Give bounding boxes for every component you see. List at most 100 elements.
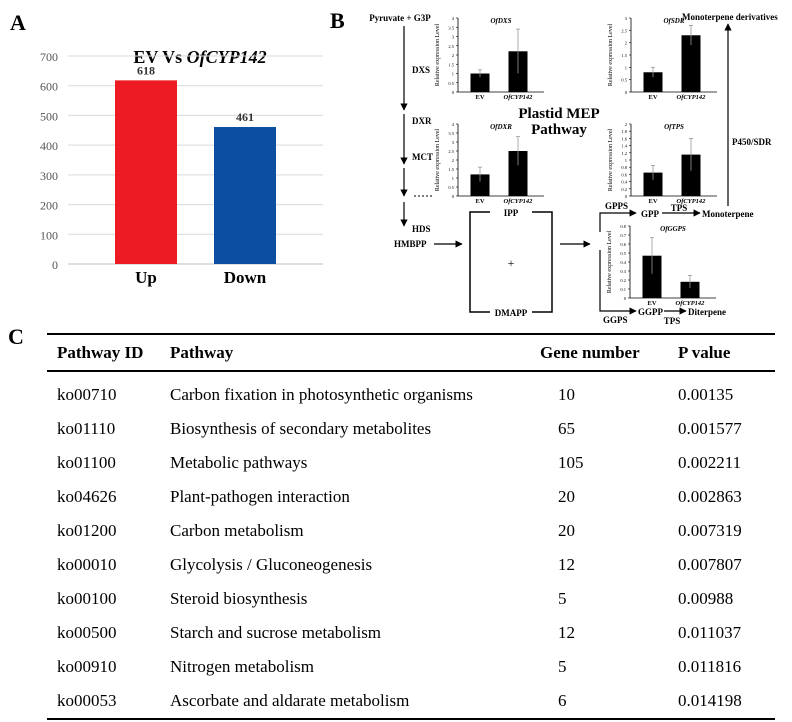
y-tick-label: 3.5	[448, 131, 454, 136]
gene-title: OfSDR	[663, 17, 684, 25]
gene-title: OfTPS	[664, 123, 684, 131]
mini-chart-ofggps: 0 0.1 0.2 0.3 0.4 0.5 0.6 0.7 0.8 Relative expres…	[607, 224, 716, 307]
y-axis-label: Relative expression Level	[435, 24, 441, 87]
x-category-label: EV	[648, 94, 657, 101]
y-axis-label: Relative expression Level	[435, 129, 441, 192]
pathway-title-line1: Plastid MEP	[518, 106, 599, 122]
panel-label-b: B	[330, 8, 345, 33]
cell-p-value: 0.00988	[678, 589, 734, 608]
gpp-label: GPP	[641, 209, 659, 219]
ggps-arrow	[599, 250, 637, 315]
y-tick-label: 1.5	[621, 53, 627, 58]
y-tick-label: 2.5	[621, 28, 627, 33]
cell-gene-number: 5	[558, 657, 567, 676]
monoterpene-label: Monoterpene	[702, 209, 754, 219]
cell-p-value: 0.00135	[678, 385, 734, 404]
x-category-label: EV	[475, 198, 484, 205]
y-tick-label: 4	[452, 16, 455, 21]
bracket-right	[532, 211, 553, 313]
gpps-label: GPPS	[605, 201, 628, 211]
y-tick-label: 0.5	[620, 251, 626, 256]
tps2-label: TPS	[664, 316, 681, 326]
y-tick-label: 1.2	[621, 151, 627, 156]
cell-pathway-id: ko01110	[57, 419, 116, 438]
cell-pathway-id: ko01200	[57, 521, 117, 540]
cell-gene-number: 12	[558, 555, 575, 574]
y-tick-label: 0	[625, 194, 628, 199]
panel-label-a: A	[10, 10, 26, 35]
y-tick-label: 0.5	[448, 81, 454, 86]
bar-value-label: 461	[236, 110, 254, 124]
y-tick-label: 0	[624, 296, 627, 301]
step-hds: HDS	[412, 224, 431, 234]
y-tick-label: 1.6	[621, 136, 627, 141]
y-tick-label: 200	[40, 199, 58, 213]
y-tick-label: 0.5	[621, 78, 627, 83]
y-tick-label: 0.8	[621, 165, 627, 170]
y-tick-label: 1	[625, 65, 627, 70]
y-tick-label: 2	[452, 53, 454, 58]
y-tick-label: 1.8	[621, 129, 627, 134]
bar-ev	[642, 255, 662, 298]
cell-gene-number: 20	[558, 487, 575, 506]
bar-ev	[470, 174, 490, 196]
cell-pathway-id: ko00710	[57, 385, 117, 404]
y-axis-label: Relative expression Level	[607, 231, 613, 294]
ggpp-label: GGPP	[638, 307, 663, 317]
y-tick-label: 2	[625, 41, 627, 46]
col-header-pathway-id: Pathway ID	[47, 333, 160, 372]
y-tick-label: 0.8	[620, 224, 626, 229]
cell-pathway-id: ko00910	[57, 657, 117, 676]
x-category-label: OfCYP142	[677, 94, 707, 101]
cell-pathway: Carbon fixation in photosynthetic organi…	[170, 385, 473, 404]
bar-ev	[643, 72, 663, 92]
cell-pathway-id: ko00100	[57, 589, 117, 608]
y-axis-label: Relative expression Level	[608, 129, 614, 192]
mini-chart-oftps: 0 0.2 0.4 0.6 0.8 1 1.2 1.4 1.6 1.8 2 Relative expr…	[608, 122, 717, 205]
x-category-label: Down	[224, 268, 267, 287]
col-header-p-value: P value	[668, 333, 775, 372]
cell-p-value: 0.014198	[668, 684, 775, 720]
gpps-arrow	[599, 209, 637, 232]
plus-sign: +	[508, 256, 515, 270]
cell-pathway: Steroid biosynthesis	[170, 589, 308, 608]
y-tick-label: 0	[452, 194, 455, 199]
x-category-label: EV	[475, 94, 484, 101]
y-axis-label: Relative expression Level	[608, 24, 614, 87]
cell-pathway-id: ko00053	[47, 684, 160, 720]
cell-pathway: Plant-pathogen interaction	[170, 487, 350, 506]
y-tick-label: 0	[52, 258, 58, 272]
dmapp-label: DMAPP	[495, 308, 528, 318]
bar-ofcyp142	[508, 151, 528, 196]
cell-pathway: Ascorbate and aldarate metabolism	[160, 684, 530, 720]
pathway-diagram: 0 0.5 1 1.5 2 2.5 3 3.5 4 Relative expression Lev…	[369, 12, 778, 326]
table-header-row: Pathway ID Pathway Gene number P value	[47, 333, 775, 372]
y-tick-label: 3.5	[448, 25, 454, 30]
table-row: ko04626 Plant-pathogen interaction 20 0.002…	[47, 480, 775, 514]
table-row: ko00910 Nitrogen metabolism 5 0.011816	[47, 650, 775, 684]
table-row: ko00053 Ascorbate and aldarate metabolism…	[47, 684, 775, 720]
y-tick-label: 1	[452, 72, 454, 77]
table-row: ko01200 Carbon metabolism 20 0.007319	[47, 514, 775, 548]
y-tick-label: 1.4	[621, 144, 627, 149]
step-dxr: DXR	[412, 116, 432, 126]
bar-ofcyp142	[680, 281, 700, 298]
y-tick-label: 0.1	[620, 287, 626, 292]
cell-pathway: Biosynthesis of secondary metabolites	[170, 419, 432, 438]
cell-p-value: 0.007319	[678, 521, 742, 540]
p450-label: P450/SDR	[732, 137, 772, 147]
cell-pathway: Carbon metabolism	[170, 521, 304, 540]
step-mct: MCT	[412, 152, 433, 162]
y-tick-label: 0.7	[620, 233, 626, 238]
x-category-label: OfCYP142	[677, 198, 707, 205]
y-tick-label: 0.4	[621, 180, 627, 185]
gene-title: OfDXR	[490, 123, 512, 131]
cell-pathway-id: ko00500	[57, 623, 117, 642]
y-tick-label: 2.5	[448, 44, 454, 49]
pathway-title-line2: Pathway	[531, 122, 587, 138]
y-tick-label: 0.3	[620, 269, 626, 274]
cell-pathway: Nitrogen metabolism	[170, 657, 315, 676]
table-row: ko01100 Metabolic pathways 105 0.002211	[47, 446, 775, 480]
y-tick-label: 0.4	[620, 260, 626, 265]
y-tick-label: 3	[452, 35, 455, 40]
